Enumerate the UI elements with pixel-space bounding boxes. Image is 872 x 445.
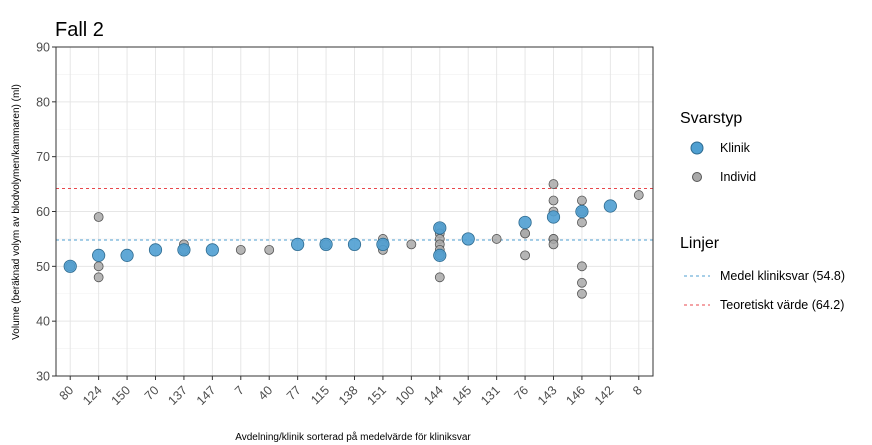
- x-tick-label: 142: [592, 383, 617, 408]
- x-tick-label: 124: [80, 383, 105, 408]
- klinik-point: [433, 221, 447, 235]
- x-tick-label: 80: [57, 383, 77, 403]
- x-tick-label: 8: [630, 383, 645, 398]
- individ-point: [548, 195, 559, 206]
- individ-point: [235, 244, 246, 255]
- klinik-point: [461, 232, 475, 246]
- klinik-point: [518, 215, 532, 230]
- legend-klinik-label: Klinik: [720, 141, 751, 155]
- chart-title: Fall 2: [55, 19, 104, 41]
- y-tick-label: 70: [36, 150, 50, 164]
- individ-point: [548, 239, 559, 250]
- y-tick-label: 30: [36, 370, 50, 384]
- klinik-point: [291, 237, 305, 251]
- klinik-point: [177, 243, 191, 257]
- legend-title-svarstyp: Svarstyp: [680, 110, 742, 127]
- klinik-point: [376, 237, 390, 251]
- klinik-point: [205, 243, 219, 257]
- individ-point: [491, 234, 502, 244]
- y-tick-label: 90: [36, 41, 50, 55]
- x-tick-label: 7: [232, 383, 247, 398]
- legend: Svarstyp Klinik Individ Linjer Medel kli…: [680, 110, 845, 312]
- legend-individ-marker: [692, 172, 702, 182]
- klinik-point: [148, 243, 163, 257]
- x-tick-label: 146: [563, 383, 588, 408]
- klinik-point: [603, 199, 617, 213]
- individ-point: [434, 272, 445, 283]
- individ-point: [633, 190, 644, 200]
- individ-point: [577, 288, 587, 299]
- klinik-point: [63, 259, 77, 273]
- x-axis-label: Avdelning/klinik sorterad på medelvärde …: [235, 431, 471, 443]
- individ-point: [577, 195, 587, 206]
- individ-point: [577, 261, 587, 272]
- individ-point: [406, 239, 417, 250]
- legend-individ-label: Individ: [720, 170, 756, 184]
- individ-point: [264, 244, 275, 255]
- x-tick-label: 145: [450, 383, 475, 408]
- x-tick-label: 151: [364, 383, 389, 408]
- x-ticks: 80 124 150 70 137 147 7 40 77 115 138 151 100 144 145 1…: [57, 376, 645, 408]
- legend-title-linjer: Linjer: [680, 235, 720, 252]
- individ-point: [520, 228, 530, 239]
- x-tick-label: 131: [478, 383, 503, 408]
- grid: [56, 46, 653, 377]
- legend-mean-line-label: Medel kliniksvar (54.8): [720, 269, 845, 283]
- klinik-point: [347, 237, 362, 251]
- individ-point: [577, 217, 587, 228]
- legend-klinik-marker: [690, 141, 704, 155]
- y-tick-label: 80: [36, 95, 50, 109]
- x-tick-label: 76: [511, 383, 531, 403]
- x-tick-label: 147: [194, 383, 219, 408]
- x-tick-label: 100: [393, 383, 418, 408]
- legend-theoretical-line-label: Teoretiskt värde (64.2): [720, 298, 844, 312]
- x-tick-label: 138: [336, 383, 361, 408]
- klinik-point: [546, 210, 561, 224]
- x-tick-label: 70: [142, 383, 162, 403]
- klinik-point: [120, 248, 134, 262]
- individ-point: [548, 179, 559, 189]
- x-tick-label: 143: [535, 383, 560, 408]
- individ-point: [577, 277, 587, 288]
- x-tick-label: 40: [256, 383, 276, 403]
- individ-point: [93, 212, 104, 222]
- y-ticks: 30 40 50 60 70 80 90: [36, 41, 56, 384]
- klinik-point: [92, 248, 106, 262]
- y-axis-label: Volume (beräknad volym av blodvolymen/ka…: [11, 84, 22, 340]
- individ-point: [520, 250, 530, 261]
- klinik-point: [575, 204, 589, 219]
- y-tick-label: 60: [36, 205, 50, 219]
- klinik-point: [319, 237, 333, 251]
- x-tick-label: 77: [284, 383, 304, 403]
- individ-point: [93, 261, 104, 272]
- x-tick-label: 115: [308, 383, 332, 407]
- x-tick-label: 144: [421, 383, 446, 408]
- x-tick-label: 137: [165, 383, 190, 408]
- individ-point: [93, 272, 104, 283]
- y-tick-label: 40: [36, 315, 50, 329]
- klinik-point: [433, 248, 447, 262]
- klinik-points: [63, 199, 617, 273]
- y-tick-label: 50: [36, 260, 50, 274]
- x-tick-label: 150: [109, 383, 134, 408]
